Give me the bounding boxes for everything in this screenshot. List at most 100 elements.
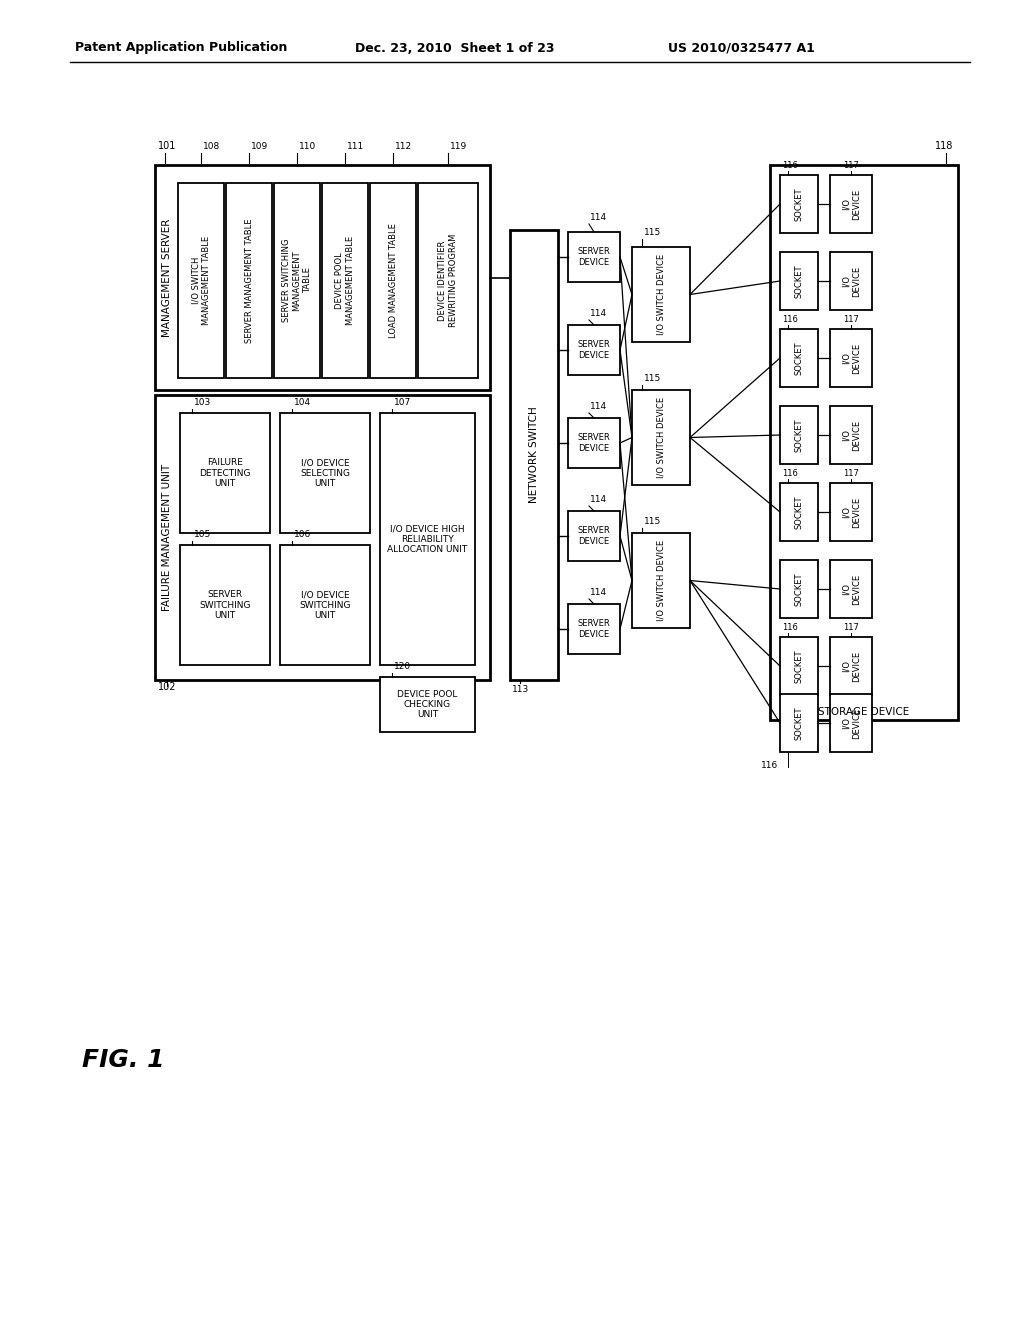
Text: I/O
DEVICE: I/O DEVICE (842, 189, 861, 219)
Text: NETWORK SWITCH: NETWORK SWITCH (529, 407, 539, 503)
Bar (632, 389, 690, 484)
Bar (830, 176, 872, 234)
Bar (770, 165, 958, 719)
Text: SOCKET: SOCKET (795, 649, 804, 682)
Text: Patent Application Publication: Patent Application Publication (75, 41, 288, 54)
Text: I/O SWITCH DEVICE: I/O SWITCH DEVICE (656, 540, 666, 622)
Bar (226, 183, 272, 378)
Bar (780, 638, 818, 696)
Text: Dec. 23, 2010  Sheet 1 of 23: Dec. 23, 2010 Sheet 1 of 23 (355, 41, 555, 54)
Text: 101: 101 (158, 141, 176, 150)
Bar (568, 511, 620, 561)
Text: I/O SWITCH DEVICE: I/O SWITCH DEVICE (656, 397, 666, 478)
Bar (180, 545, 270, 665)
Text: FAILURE MANAGEMENT UNIT: FAILURE MANAGEMENT UNIT (162, 463, 172, 611)
Bar (780, 694, 818, 752)
Text: SERVER SWITCHING
MANAGEMENT
TABLE: SERVER SWITCHING MANAGEMENT TABLE (282, 239, 312, 322)
Text: SERVER
SWITCHING
UNIT: SERVER SWITCHING UNIT (200, 590, 251, 620)
Bar (370, 183, 416, 378)
Text: 116: 116 (782, 469, 798, 478)
Bar (830, 252, 872, 310)
Text: 114: 114 (590, 495, 607, 504)
Text: I/O SWITCH
MANAGEMENT TABLE: I/O SWITCH MANAGEMENT TABLE (191, 236, 211, 325)
Bar (830, 694, 872, 752)
Text: DEVICE IDENTIFIER
REWRITING PROGRAM: DEVICE IDENTIFIER REWRITING PROGRAM (438, 234, 458, 327)
Bar (780, 329, 818, 387)
Text: SERVER MANAGEMENT TABLE: SERVER MANAGEMENT TABLE (245, 218, 254, 343)
Text: 116: 116 (761, 762, 778, 770)
Text: DEVICE POOL
CHECKING
UNIT: DEVICE POOL CHECKING UNIT (397, 689, 458, 719)
Text: I/O
DEVICE: I/O DEVICE (842, 496, 861, 528)
Text: I/O DEVICE
SELECTING
UNIT: I/O DEVICE SELECTING UNIT (300, 458, 350, 488)
Text: 117: 117 (843, 469, 859, 478)
Bar (830, 407, 872, 465)
Text: SOCKET: SOCKET (795, 187, 804, 220)
Bar (280, 413, 370, 533)
Text: 105: 105 (194, 531, 211, 539)
Text: 109: 109 (251, 143, 268, 150)
Bar (510, 230, 558, 680)
Text: I/O
DEVICE: I/O DEVICE (842, 342, 861, 374)
Text: 114: 114 (590, 213, 607, 222)
Text: 116: 116 (782, 623, 798, 632)
Bar (830, 483, 872, 541)
Bar (322, 183, 368, 378)
Text: 117: 117 (843, 161, 859, 170)
Bar (568, 232, 620, 282)
Text: I/O SWITCH DEVICE: I/O SWITCH DEVICE (656, 253, 666, 335)
Text: US 2010/0325477 A1: US 2010/0325477 A1 (668, 41, 815, 54)
Text: 115: 115 (644, 517, 662, 525)
Text: I/O
DEVICE: I/O DEVICE (842, 573, 861, 605)
Text: 112: 112 (395, 143, 412, 150)
Text: 117: 117 (843, 623, 859, 632)
Text: 110: 110 (299, 143, 316, 150)
Bar (280, 545, 370, 665)
Bar (780, 407, 818, 465)
Text: SOCKET: SOCKET (795, 573, 804, 606)
Bar (380, 413, 475, 665)
Text: I/O
DEVICE: I/O DEVICE (842, 420, 861, 450)
Text: 113: 113 (512, 685, 529, 694)
Text: SOCKET: SOCKET (795, 706, 804, 739)
Bar (568, 325, 620, 375)
Bar (780, 176, 818, 234)
Bar (568, 418, 620, 469)
Text: 114: 114 (590, 587, 607, 597)
Text: SERVER
DEVICE: SERVER DEVICE (578, 433, 610, 453)
Text: DEVICE POOL
MANAGEMENT TABLE: DEVICE POOL MANAGEMENT TABLE (335, 236, 354, 325)
Text: FIG. 1: FIG. 1 (82, 1048, 165, 1072)
Text: STORAGE DEVICE: STORAGE DEVICE (818, 708, 909, 717)
Text: 104: 104 (294, 399, 311, 407)
Text: SERVER
DEVICE: SERVER DEVICE (578, 619, 610, 639)
Text: 108: 108 (203, 143, 220, 150)
Text: 107: 107 (394, 399, 412, 407)
Text: 116: 116 (782, 315, 798, 323)
Bar (418, 183, 478, 378)
Text: I/O
DEVICE: I/O DEVICE (842, 651, 861, 681)
Text: 111: 111 (347, 143, 365, 150)
Text: MANAGEMENT SERVER: MANAGEMENT SERVER (162, 218, 172, 337)
Text: 118: 118 (935, 141, 953, 150)
Text: 120: 120 (394, 663, 411, 671)
Bar (830, 329, 872, 387)
Text: 103: 103 (194, 399, 211, 407)
Text: I/O DEVICE
SWITCHING
UNIT: I/O DEVICE SWITCHING UNIT (299, 590, 351, 620)
Text: 117: 117 (843, 315, 859, 323)
Bar (632, 247, 690, 342)
Bar (274, 183, 319, 378)
Bar (830, 638, 872, 696)
Bar (178, 183, 224, 378)
Bar (380, 677, 475, 733)
Text: I/O
DEVICE: I/O DEVICE (842, 708, 861, 739)
Text: 102: 102 (158, 682, 176, 692)
Text: 115: 115 (644, 228, 662, 238)
Bar (830, 560, 872, 618)
Text: 116: 116 (782, 161, 798, 170)
Text: SOCKET: SOCKET (795, 342, 804, 375)
Bar (780, 483, 818, 541)
Text: 114: 114 (590, 403, 607, 411)
Text: 114: 114 (590, 309, 607, 318)
Text: SOCKET: SOCKET (795, 418, 804, 451)
Text: I/O
DEVICE: I/O DEVICE (842, 265, 861, 297)
Text: FAILURE
DETECTING
UNIT: FAILURE DETECTING UNIT (200, 458, 251, 488)
